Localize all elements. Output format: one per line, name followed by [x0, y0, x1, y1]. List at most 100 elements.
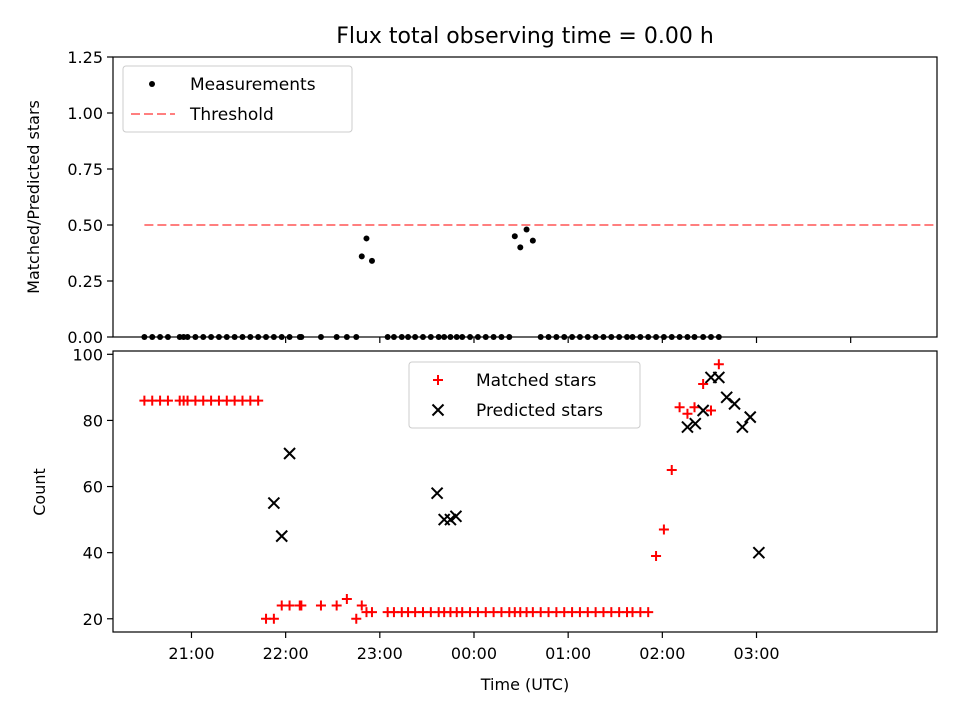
top-plot-legend: Measurements Threshold — [122, 65, 353, 133]
bottom-point-0-17 — [268, 613, 279, 624]
bottom-point-0-72 — [698, 379, 709, 390]
bottom-point-1-8 — [689, 417, 702, 430]
top-point-0-6 — [184, 334, 191, 340]
top-ytick-label-2: 0.50 — [67, 216, 103, 235]
bottom-series-0 — [139, 359, 724, 624]
top-point-0-19 — [286, 334, 293, 340]
top-point-0-65 — [645, 334, 652, 340]
top-point-0-67 — [660, 334, 667, 340]
top-point-0-60 — [608, 334, 615, 340]
top-point-0-66 — [653, 334, 660, 340]
top-point-0-34 — [419, 334, 426, 340]
top-point-0-64 — [637, 334, 644, 340]
bottom-point-0-23 — [331, 600, 342, 611]
top-point-0-49 — [523, 226, 530, 233]
top-legend-label-threshold: Threshold — [189, 105, 274, 125]
top-point-0-8 — [200, 334, 207, 340]
top-point-0-53 — [553, 334, 560, 340]
top-ytick-label-5: 1.25 — [67, 48, 103, 67]
top-point-0-1 — [149, 334, 156, 340]
bottom-point-0-24 — [341, 593, 352, 604]
top-point-0-59 — [600, 334, 607, 340]
bottom-point-0-22 — [315, 600, 326, 611]
top-point-0-35 — [427, 334, 434, 340]
bottom-ytick-label-4: 100 — [72, 345, 103, 364]
top-point-0-70 — [684, 334, 691, 340]
bottom-ytick-label-3: 80 — [83, 411, 103, 430]
top-point-0-37 — [441, 334, 448, 340]
bottom-point-0-3 — [162, 395, 173, 406]
top-plot-ticks: 0.00 0.25 0.50 0.75 1.00 1.25 — [67, 48, 852, 347]
bottom-xtick-label-4: 01:00 — [545, 644, 591, 663]
bottom-plot-xlabel: Time (UTC) — [480, 675, 569, 694]
bottom-point-0-66 — [651, 550, 662, 561]
top-ytick-label-0: 0.00 — [67, 328, 103, 347]
top-point-0-42 — [474, 334, 481, 340]
top-point-0-41 — [467, 334, 474, 340]
top-point-0-74 — [715, 334, 722, 340]
top-point-0-71 — [691, 334, 698, 340]
top-point-0-39 — [453, 334, 460, 340]
bottom-point-1-11 — [712, 371, 726, 384]
bottom-point-0-68 — [666, 465, 677, 476]
top-legend-box — [122, 65, 353, 133]
bottom-ytick-label-2: 60 — [83, 478, 103, 497]
top-plot-ylabel: Matched/Predicted stars — [24, 100, 43, 294]
top-point-0-46 — [506, 334, 513, 340]
top-point-0-69 — [676, 334, 683, 340]
top-series-0 — [141, 226, 722, 340]
bottom-point-1-13 — [728, 397, 741, 411]
top-point-0-31 — [398, 334, 405, 340]
bottom-point-0-70 — [682, 408, 693, 419]
top-point-0-36 — [435, 334, 442, 340]
bottom-point-0-67 — [658, 524, 669, 535]
top-point-0-48 — [517, 244, 524, 251]
bottom-plot-frame — [112, 350, 938, 633]
bottom-point-1-14 — [736, 420, 749, 434]
top-point-0-44 — [490, 334, 497, 340]
bottom-series-1 — [267, 371, 766, 559]
top-point-0-13 — [239, 334, 246, 340]
top-point-0-29 — [384, 334, 391, 340]
bottom-ytick-label-0: 20 — [83, 610, 103, 629]
top-point-0-63 — [629, 334, 636, 340]
top-point-0-0 — [141, 334, 148, 340]
bottom-legend-x-marker — [431, 403, 445, 417]
top-point-0-30 — [390, 334, 397, 340]
top-point-0-72 — [700, 334, 707, 340]
bottom-point-1-4 — [437, 513, 451, 526]
bottom-point-1-3 — [430, 486, 444, 500]
top-plot-marks — [141, 224, 937, 340]
top-point-0-23 — [333, 334, 340, 340]
top-legend-dot-marker — [149, 81, 155, 87]
top-point-0-16 — [263, 334, 270, 340]
bottom-point-0-25 — [351, 613, 362, 624]
bottom-xtick-label-5: 02:00 — [639, 644, 685, 663]
bottom-legend-label-matched: Matched stars — [476, 371, 596, 391]
top-point-0-27 — [363, 235, 370, 242]
bottom-xtick-label-6: 03:00 — [733, 644, 779, 663]
bottom-point-1-16 — [752, 546, 766, 559]
top-point-0-54 — [561, 334, 568, 340]
bottom-point-0-71 — [689, 402, 700, 413]
bottom-point-0-65 — [643, 607, 654, 618]
bottom-xtick-label-2: 23:00 — [357, 644, 403, 663]
top-point-0-55 — [569, 334, 576, 340]
top-ytick-label-1: 0.25 — [67, 272, 103, 291]
top-point-0-40 — [459, 334, 466, 340]
top-point-0-50 — [529, 237, 536, 244]
bottom-point-0-73 — [705, 405, 716, 416]
top-point-0-33 — [412, 334, 419, 340]
bottom-legend-label-predicted: Predicted stars — [476, 401, 603, 421]
bottom-point-0-26 — [356, 600, 367, 611]
bottom-point-1-6 — [449, 510, 463, 523]
top-point-0-15 — [255, 334, 262, 340]
bottom-plot-ylabel: Count — [30, 468, 49, 516]
bottom-point-0-69 — [674, 402, 685, 413]
top-point-0-61 — [616, 334, 623, 340]
top-point-0-45 — [498, 334, 505, 340]
bottom-point-0-21 — [296, 600, 307, 611]
top-point-0-57 — [584, 334, 591, 340]
top-plot: Flux total observing time = 0.00 h Match… — [24, 24, 938, 347]
